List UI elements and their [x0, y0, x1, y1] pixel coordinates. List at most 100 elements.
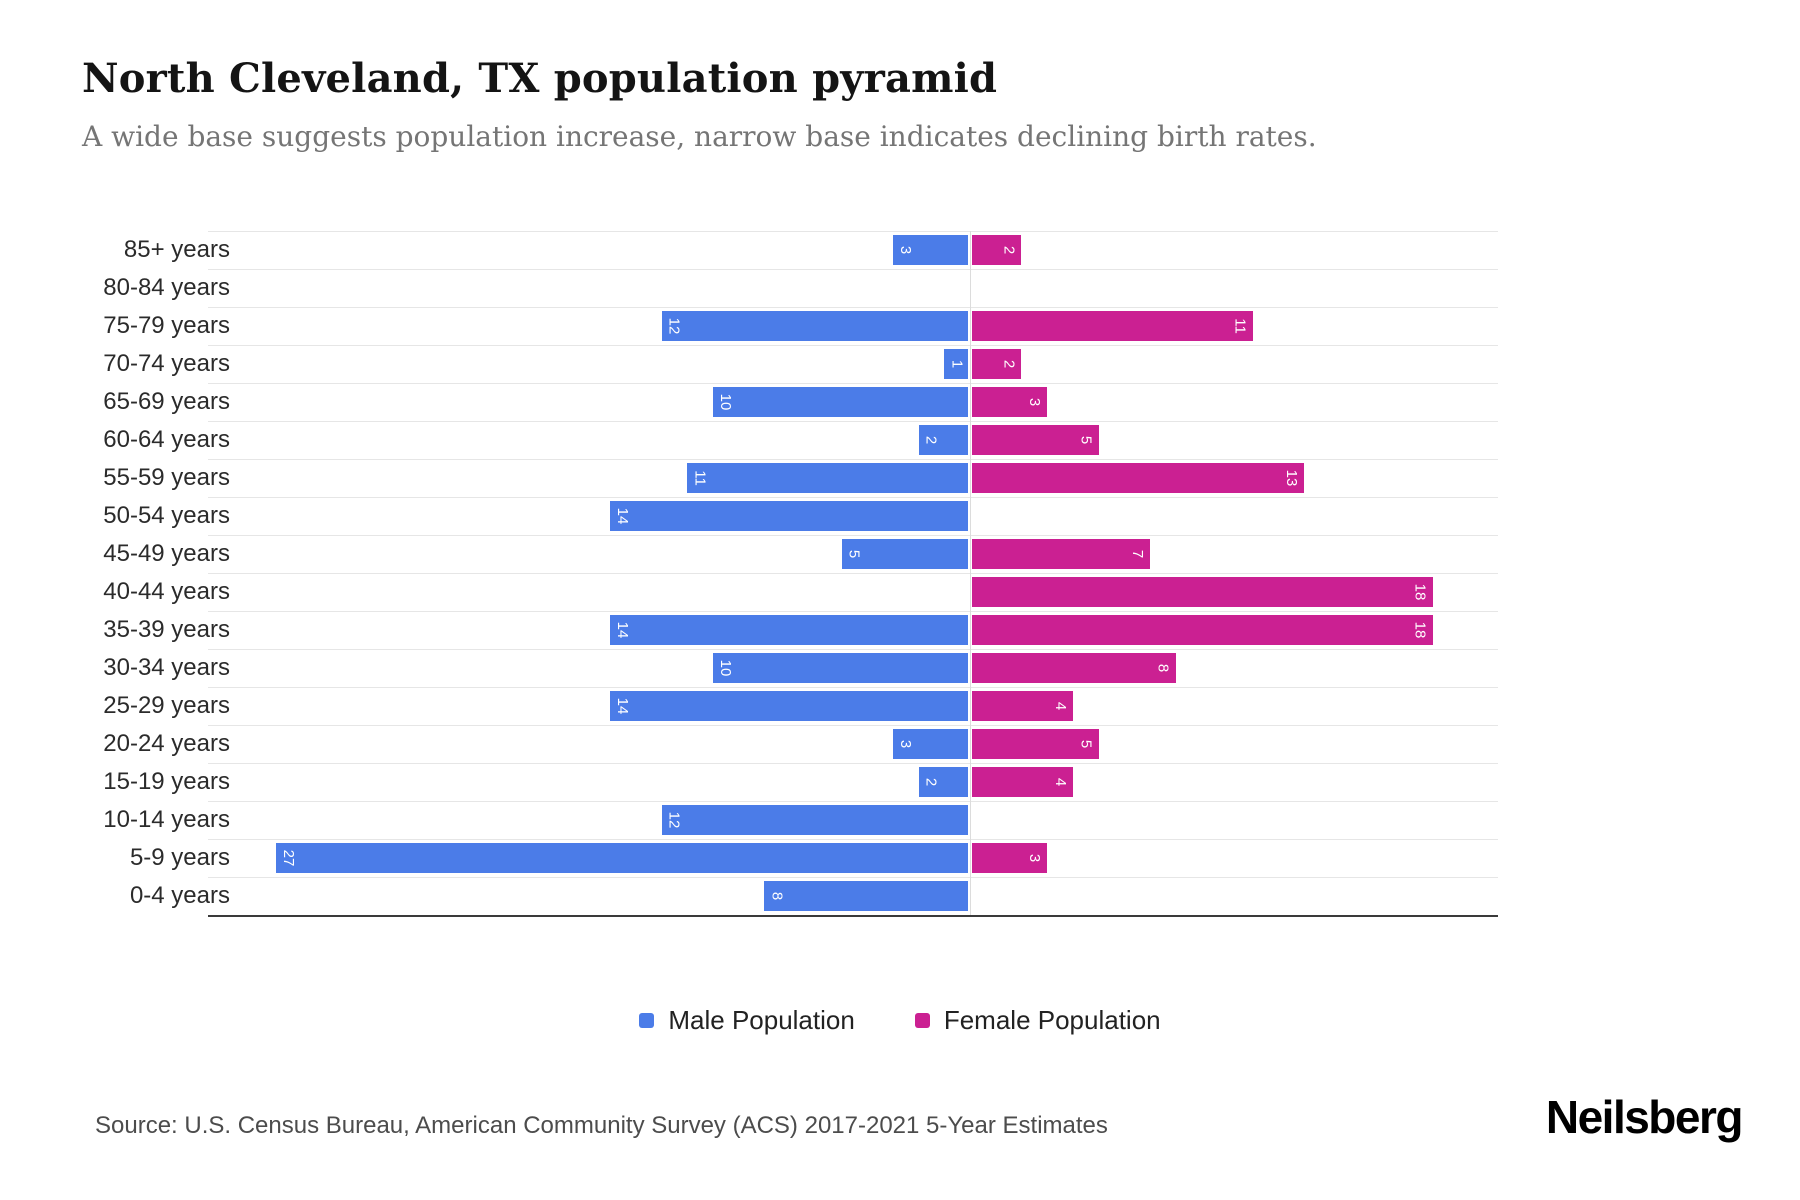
female-bar[interactable]: 2: [972, 349, 1022, 379]
female-bar[interactable]: 4: [972, 691, 1073, 721]
male-bar[interactable]: 10: [713, 387, 968, 417]
y-axis-label: 5-9 years: [129, 844, 230, 871]
bar-value-label: 2: [1000, 359, 1018, 369]
bar-value-label: 14: [614, 621, 632, 639]
bar-value-label: 4: [1051, 777, 1069, 787]
bar-value-label: 5: [1077, 435, 1095, 445]
gridline: [208, 725, 1498, 726]
gridline: [208, 497, 1498, 498]
male-bar[interactable]: 10: [713, 653, 968, 683]
y-axis-label: 55-59 years: [103, 464, 230, 491]
x-axis-line: [208, 915, 1498, 917]
y-axis-label: 25-29 years: [103, 692, 230, 719]
male-bar[interactable]: 12: [661, 311, 968, 341]
y-axis-label: 40-44 years: [103, 578, 230, 605]
bar-value-label: 12: [665, 811, 683, 829]
center-axis-line: [970, 231, 971, 915]
gridline: [208, 459, 1498, 460]
gridline: [208, 383, 1498, 384]
male-bar[interactable]: 3: [892, 729, 968, 759]
female-bar[interactable]: 3: [972, 387, 1048, 417]
female-legend-label: Female Population: [943, 1005, 1161, 1035]
gridline: [208, 801, 1498, 802]
bar-value-label: 2: [1000, 245, 1018, 255]
gridline: [208, 611, 1498, 612]
female-bar[interactable]: 5: [972, 729, 1099, 759]
bar-value-label: 7: [1128, 549, 1146, 559]
bar-value-label: 18: [1411, 583, 1429, 601]
gridline: [208, 307, 1498, 308]
male-bar[interactable]: 3: [892, 235, 968, 265]
page-title: North Cleveland, TX population pyramid: [82, 55, 998, 102]
gridline: [208, 877, 1498, 878]
bar-value-label: 3: [896, 245, 914, 255]
male-bar[interactable]: 11: [687, 463, 968, 493]
male-bar[interactable]: 2: [918, 425, 968, 455]
gridline: [208, 573, 1498, 574]
gridline: [208, 535, 1498, 536]
y-axis-label: 85+ years: [123, 236, 230, 263]
y-axis-label: 35-39 years: [103, 616, 230, 643]
y-axis-label: 65-69 years: [103, 388, 230, 415]
y-axis-label: 0-4 years: [129, 882, 230, 909]
bar-value-label: 3: [896, 739, 914, 749]
bar-value-label: 8: [1154, 663, 1172, 673]
female-bar[interactable]: 11: [972, 311, 1253, 341]
source-text: Source: U.S. Census Bureau, American Com…: [95, 1112, 1108, 1139]
bar-value-label: 8: [768, 891, 786, 901]
male-bar[interactable]: 2: [918, 767, 968, 797]
y-axis-label: 10-14 years: [103, 806, 230, 833]
bar-value-label: 14: [614, 507, 632, 525]
female-bar[interactable]: 4: [972, 767, 1073, 797]
female-bar[interactable]: 18: [972, 615, 1433, 645]
bar-value-label: 18: [1411, 621, 1429, 639]
female-bar[interactable]: 5: [972, 425, 1099, 455]
bar-value-label: 14: [614, 697, 632, 715]
male-bar[interactable]: 8: [764, 881, 968, 911]
y-axis-label: 30-34 years: [103, 654, 230, 681]
female-legend-swatch: [914, 1013, 930, 1028]
bar-value-label: 10: [717, 659, 734, 677]
bar-value-label: 4: [1051, 701, 1069, 711]
male-bar[interactable]: 1: [944, 349, 968, 379]
neilsberg-logo: Neilsberg: [1545, 1091, 1744, 1143]
bar-value-label: 2: [922, 777, 940, 787]
y-axis-label: 50-54 years: [103, 502, 230, 529]
bar-value-label: 11: [691, 470, 709, 486]
gridline: [208, 763, 1498, 764]
female-bar[interactable]: 18: [972, 577, 1433, 607]
chart-legend: Male Population Female Population: [0, 1005, 1800, 1036]
bar-value-label: 1: [948, 359, 966, 369]
male-bar[interactable]: 5: [841, 539, 968, 569]
chart-subtitle: A wide base suggests population increase…: [82, 120, 1317, 153]
male-bar[interactable]: 27: [276, 843, 968, 873]
y-axis-label: 75-79 years: [103, 312, 230, 339]
male-legend-label: Male Population: [668, 1005, 855, 1035]
legend-item-female[interactable]: Female Population: [914, 1005, 1161, 1036]
gridline: [208, 687, 1498, 688]
bar-value-label: 10: [717, 393, 734, 411]
male-bar[interactable]: 14: [610, 691, 968, 721]
bar-value-label: 13: [1283, 469, 1301, 487]
bar-value-label: 27: [280, 849, 298, 867]
bar-value-label: 11: [1231, 318, 1249, 334]
y-axis-label: 70-74 years: [103, 350, 230, 377]
y-axis-label: 80-84 years: [103, 274, 230, 301]
y-axis-label: 45-49 years: [103, 540, 230, 567]
y-axis-label: 20-24 years: [103, 730, 230, 757]
female-bar[interactable]: 8: [972, 653, 1176, 683]
bar-value-label: 12: [665, 317, 683, 335]
female-bar[interactable]: 7: [972, 539, 1150, 569]
female-bar[interactable]: 2: [972, 235, 1022, 265]
male-bar[interactable]: 14: [610, 501, 968, 531]
population-pyramid-chart: 85+ years 3 2 80-84 years 75-79 years 12 11 70-…: [80, 231, 1510, 917]
legend-item-male[interactable]: Male Population: [639, 1005, 855, 1036]
gridline: [208, 345, 1498, 346]
male-bar[interactable]: 14: [610, 615, 968, 645]
female-bar[interactable]: 13: [972, 463, 1305, 493]
gridline: [208, 421, 1498, 422]
female-bar[interactable]: 3: [972, 843, 1048, 873]
gridline: [208, 269, 1498, 270]
bar-value-label: 5: [1077, 739, 1095, 749]
male-bar[interactable]: 12: [661, 805, 968, 835]
